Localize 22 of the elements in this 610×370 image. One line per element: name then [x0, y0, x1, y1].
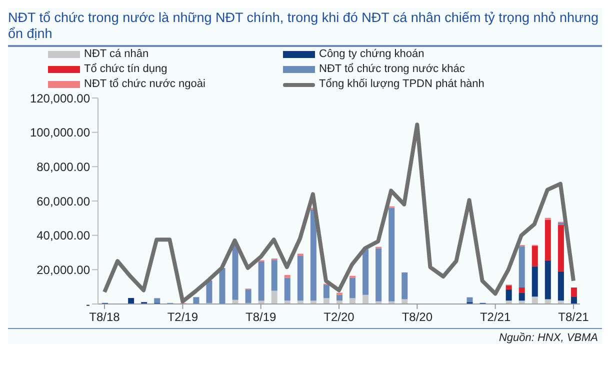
x-tick-label: T2/21: [480, 310, 511, 324]
y-tick-label: 120,000.00: [30, 91, 90, 106]
text: Nguồn: HNX, VBMA: [8, 328, 602, 344]
legend-label: NĐT tổ chức nước ngoài: [84, 77, 206, 92]
y-tick-label: 40,000.00: [36, 228, 90, 243]
y-tick-label: 100,000.00: [30, 126, 90, 140]
x-tick-label: T2/20: [324, 310, 355, 324]
x-tick-label: T2/19: [167, 310, 198, 324]
x-tick-label: T8/21: [558, 310, 590, 324]
legend-label: NĐT tổ chức trong nước khác: [319, 62, 465, 77]
x-tick-label: T8/20: [402, 310, 433, 324]
x-tick-label: T8/18: [89, 310, 120, 324]
y-tick-label: -: [86, 297, 90, 312]
chart-title: NĐT tổ chức trong nước là những NĐT chính, trong khi đó NĐT cá nhân chiếm tỷ trọng nhỏ nhưng ổn định: [8, 8, 602, 47]
y-tick-label: 20,000.00: [36, 262, 90, 277]
x-tick-label: T8/19: [245, 310, 277, 324]
legend-label: Tổng khối lượng TPDN phát hành: [319, 77, 484, 92]
legend-label: Tổ chức tín dụng: [84, 62, 168, 77]
y-tick-label: 60,000.00: [36, 194, 90, 208]
y-tick-label: 80,000.00: [36, 160, 90, 174]
legend-label: Công ty chứng khoán: [319, 47, 424, 62]
legend-label: NĐT cá nhân: [84, 47, 149, 62]
